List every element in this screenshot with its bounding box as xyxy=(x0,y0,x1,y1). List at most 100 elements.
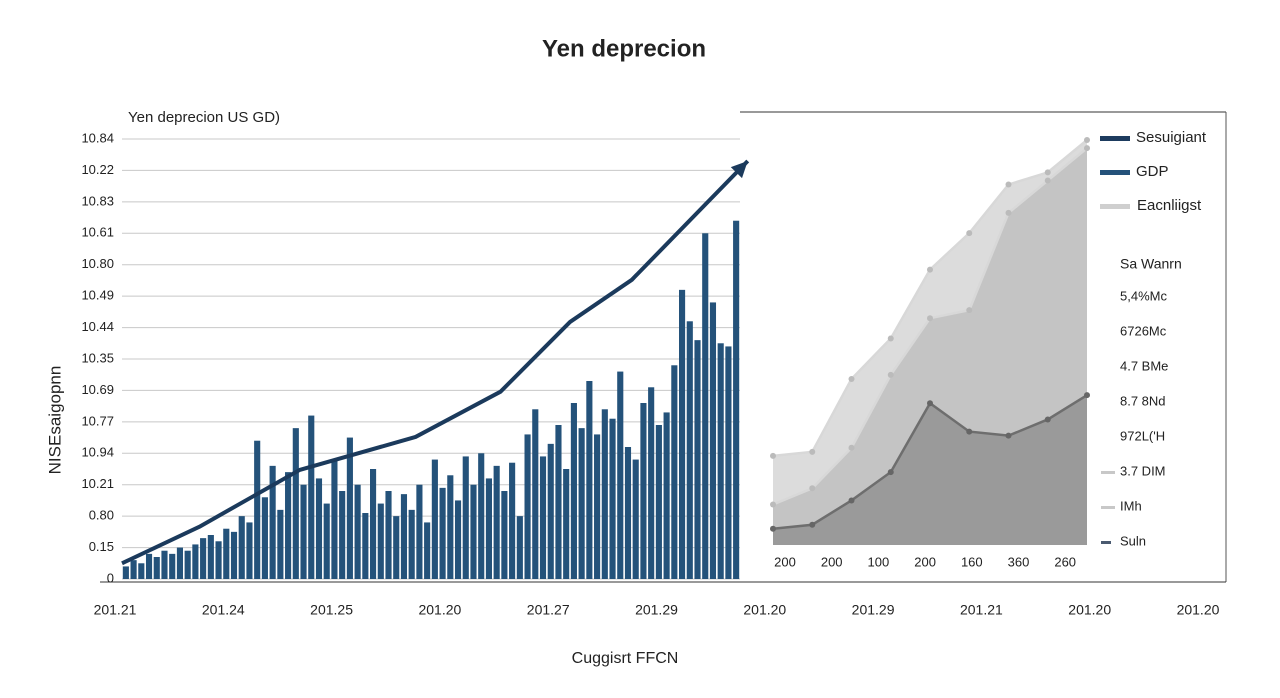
bar xyxy=(400,494,408,579)
y-tick-label: 10.83 xyxy=(81,193,114,208)
point xyxy=(1005,209,1012,216)
bar xyxy=(717,343,724,579)
bar xyxy=(594,434,601,579)
x-tick-label: 100 xyxy=(868,554,890,569)
tick-band xyxy=(773,545,1087,581)
trend-line xyxy=(121,159,750,566)
bar xyxy=(138,563,145,579)
bar xyxy=(192,544,199,579)
side-title: Sa Wanrn xyxy=(1120,256,1182,272)
bar xyxy=(671,365,678,579)
y-tick-label: 10.84 xyxy=(81,130,114,145)
point xyxy=(1084,145,1090,152)
point xyxy=(966,307,973,314)
bar xyxy=(516,516,523,579)
y-tick-label: 0.15 xyxy=(89,539,114,554)
bar xyxy=(354,484,361,579)
bar xyxy=(454,500,462,579)
bar xyxy=(702,233,709,580)
bar xyxy=(300,484,307,579)
bar xyxy=(733,220,740,579)
point xyxy=(927,400,933,407)
y-tick-label: 0.80 xyxy=(89,508,114,523)
bar xyxy=(462,456,469,579)
bar xyxy=(223,528,230,579)
bar xyxy=(570,403,577,579)
bar xyxy=(609,418,616,579)
side-label: 8.7 8Nd xyxy=(1120,393,1166,408)
point xyxy=(1044,177,1051,184)
bar xyxy=(308,415,315,579)
bar xyxy=(207,535,214,579)
x-tick-label: 200 xyxy=(821,554,843,569)
bar xyxy=(663,412,670,579)
x-tick-label: 201.27 xyxy=(527,602,570,618)
bar xyxy=(323,503,330,579)
point xyxy=(1044,169,1051,176)
bar xyxy=(640,403,647,579)
point xyxy=(887,469,894,476)
y-axis-label: NISEsaigopnn xyxy=(45,366,64,475)
x-axis-label: Cuggisrt FFCN xyxy=(572,650,679,667)
bar xyxy=(563,469,570,579)
bar xyxy=(254,440,261,579)
y-tick-label: 10.80 xyxy=(81,256,114,271)
bar xyxy=(362,513,369,579)
bar xyxy=(601,409,608,579)
bar xyxy=(586,381,593,579)
bar xyxy=(632,459,639,579)
point xyxy=(1084,137,1090,143)
bar xyxy=(686,321,693,579)
side-marker xyxy=(1101,471,1115,474)
bar xyxy=(169,553,176,579)
point xyxy=(887,371,894,378)
bar xyxy=(532,409,539,579)
side-label: IMh xyxy=(1120,498,1142,513)
bar xyxy=(285,472,292,579)
area xyxy=(773,395,1087,545)
bar xyxy=(501,491,508,579)
side-label: Suln xyxy=(1120,533,1146,548)
bar xyxy=(709,302,717,579)
bar xyxy=(694,340,701,579)
bar xyxy=(431,459,438,579)
bar xyxy=(539,456,547,579)
y-tick-label: 10.22 xyxy=(81,162,114,177)
bar xyxy=(292,428,299,579)
x-tick-label: 200 xyxy=(774,554,796,569)
y-tick-label: 10.61 xyxy=(81,225,114,240)
bar xyxy=(416,484,423,579)
point xyxy=(809,485,816,492)
side-label: 5,4%Mc xyxy=(1120,288,1167,303)
bar xyxy=(439,487,446,579)
bar xyxy=(408,509,415,579)
side-label: 4.7 BMe xyxy=(1120,358,1168,373)
bar xyxy=(339,491,346,579)
bar xyxy=(655,425,662,579)
x-tick-label: 201.20 xyxy=(1177,602,1220,618)
legend-label: Eacnliigst xyxy=(1137,197,1202,214)
x-tick-label: 201.20 xyxy=(1068,602,1111,618)
x-tick-label: 201.25 xyxy=(310,602,353,618)
point xyxy=(927,315,933,322)
bar xyxy=(578,428,585,579)
legend-label: Sesuigiant xyxy=(1136,129,1207,146)
x-tick-label: 201.21 xyxy=(960,602,1003,618)
legend-swatch xyxy=(1100,136,1130,141)
bar xyxy=(447,475,454,579)
bar xyxy=(524,434,531,579)
point xyxy=(966,428,973,435)
x-tick-label: 201.20 xyxy=(743,602,786,618)
bar xyxy=(679,289,686,579)
bar xyxy=(315,478,323,579)
point xyxy=(770,525,776,532)
y-tick-label: 10.35 xyxy=(81,350,114,365)
bar xyxy=(424,522,431,579)
x-tick-label: 200 xyxy=(914,554,936,569)
bar xyxy=(617,371,624,579)
x-tick-label: 201.20 xyxy=(418,602,461,618)
bar xyxy=(215,541,222,579)
x-tick-label: 260 xyxy=(1054,554,1076,569)
bar xyxy=(393,516,400,579)
